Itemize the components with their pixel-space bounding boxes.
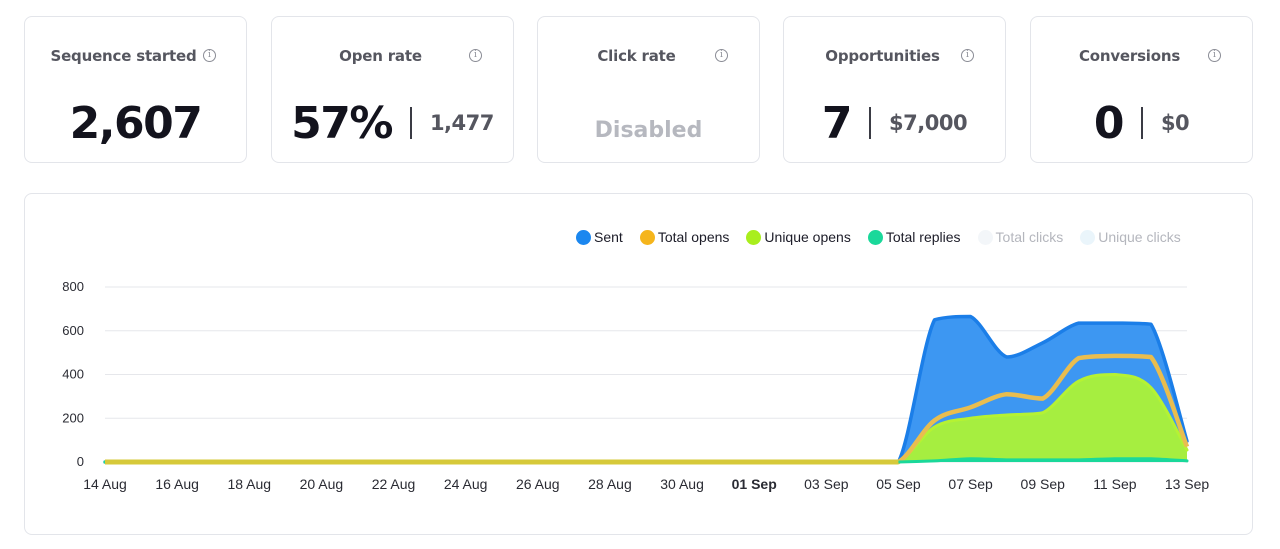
metric-secondary: $7,000 <box>889 111 968 135</box>
legend-label: Total replies <box>885 229 961 245</box>
kpi-card-click-rate: Click rate i Disabled <box>537 16 760 163</box>
legend-item-unique-clicks[interactable]: Unique clicks <box>1080 229 1181 245</box>
legend-label: Unique opens <box>764 229 851 245</box>
x-tick-label: 13 Sep <box>1165 476 1210 492</box>
info-icon[interactable]: i <box>203 49 216 62</box>
kpi-card-sequence-started: Sequence started i 2,607 <box>24 16 247 163</box>
x-tick-label: 22 Aug <box>372 476 416 492</box>
area-sent <box>105 316 1187 462</box>
card-title: Opportunities <box>825 47 940 65</box>
metric-value: 57% <box>291 97 393 149</box>
legend-label: Sent <box>594 229 623 245</box>
metric-value: 7 <box>821 97 853 149</box>
kpi-card-open-rate: Open rate i 57% 1,477 <box>271 16 514 163</box>
metric-secondary: 1,477 <box>429 111 494 135</box>
x-tick-label: 09 Sep <box>1021 476 1066 492</box>
metric-row: 2,607 <box>25 93 246 153</box>
info-icon[interactable]: i <box>715 49 728 62</box>
kpi-card-opportunities: Opportunities i 7 $7,000 <box>783 16 1006 163</box>
x-tick-label: 26 Aug <box>516 476 560 492</box>
legend-dot <box>977 229 993 245</box>
x-tick-label: 11 Sep <box>1093 476 1137 492</box>
metric-row: 7 $7,000 <box>784 93 1005 153</box>
card-title: Conversions <box>1078 47 1181 65</box>
divider <box>869 107 872 139</box>
legend-item-total-replies[interactable]: Total replies <box>867 229 961 245</box>
legend-dot <box>639 229 655 245</box>
card-title: Open rate <box>339 47 422 65</box>
divider <box>409 107 412 139</box>
divider <box>1140 107 1143 139</box>
legend-item-unique-opens[interactable]: Unique opens <box>746 229 851 245</box>
info-icon[interactable]: i <box>961 49 974 62</box>
y-tick-label: 400 <box>62 367 84 382</box>
x-tick-label: 01 Sep <box>732 476 777 492</box>
metric-row: 0 $0 <box>1031 93 1252 153</box>
legend-dot <box>867 229 883 245</box>
metric-value: 2,607 <box>69 97 203 149</box>
metric-status: Disabled <box>594 117 703 143</box>
legend-label: Total opens <box>657 229 730 245</box>
x-tick-label: 03 Sep <box>804 476 849 492</box>
x-tick-label: 14 Aug <box>83 476 127 492</box>
legend-label: Total clicks <box>995 229 1064 245</box>
metric-value: 0 <box>1093 97 1125 149</box>
area-total-replies <box>105 458 1187 462</box>
legend-item-total-opens[interactable]: Total opens <box>639 229 730 245</box>
info-icon[interactable]: i <box>469 49 482 62</box>
legend-label: Unique clicks <box>1098 229 1181 245</box>
legend-item-total-clicks[interactable]: Total clicks <box>977 229 1064 245</box>
metric-row: 57% 1,477 <box>272 93 513 153</box>
metric-secondary: $0 <box>1160 111 1190 135</box>
x-tick-label: 16 Aug <box>155 476 199 492</box>
y-tick-label: 600 <box>62 323 84 338</box>
legend-dot <box>576 229 591 245</box>
info-icon[interactable]: i <box>1208 49 1221 62</box>
y-tick-label: 0 <box>77 454 84 469</box>
legend-dot <box>746 229 762 245</box>
chart-legend: Sent Total opens Unique opens Total repl… <box>576 228 1181 246</box>
x-tick-label: 20 Aug <box>300 476 344 492</box>
legend-item-sent[interactable]: Sent <box>576 229 623 245</box>
x-tick-label: 30 Aug <box>660 476 704 492</box>
kpi-card-conversions: Conversions i 0 $0 <box>1030 16 1253 163</box>
metric-row: Disabled <box>538 93 759 153</box>
y-tick-label: 800 <box>62 279 84 294</box>
card-title: Click rate <box>597 47 676 65</box>
x-tick-label: 05 Sep <box>876 476 921 492</box>
x-tick-label: 28 Aug <box>588 476 632 492</box>
x-tick-label: 24 Aug <box>444 476 488 492</box>
x-tick-label: 18 Aug <box>227 476 271 492</box>
card-title: Sequence started <box>50 47 197 65</box>
legend-dot <box>1080 229 1096 245</box>
x-tick-label: 07 Sep <box>948 476 993 492</box>
y-tick-label: 200 <box>62 410 84 425</box>
